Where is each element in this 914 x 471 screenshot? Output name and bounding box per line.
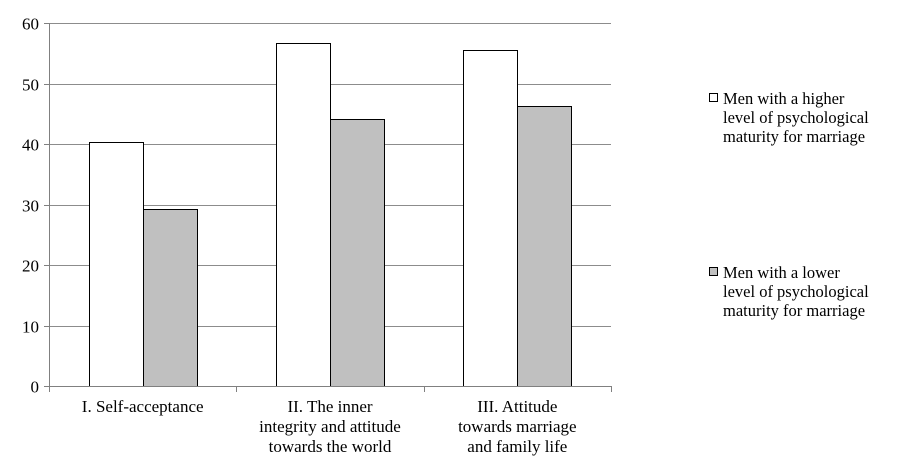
legend-item-lower: Men with a lower level of psychological … [707, 263, 869, 320]
y-tick-label-30: 30 [22, 197, 39, 216]
legend-label-lower-line-2: level of psychological [723, 282, 869, 301]
x-tick-label-1: I. Self-acceptance [82, 397, 204, 416]
bar-series2-cat2 [330, 119, 385, 387]
y-tick-label-10: 10 [22, 318, 39, 337]
bars [89, 43, 572, 387]
y-tick-label-20: 20 [22, 257, 39, 276]
bar-series1-cat1 [89, 142, 144, 387]
bar-series2-cat3 [517, 106, 572, 387]
y-tick-label-40: 40 [22, 136, 39, 155]
bar-series2-cat1 [143, 209, 198, 387]
x-tick-label-3: III. Attitude towards marriage and family … [458, 397, 576, 456]
axes [44, 23, 612, 392]
y-tick-label-50: 50 [22, 76, 39, 95]
legend-item-higher: Men with a higher level of psychological… [707, 89, 869, 146]
legend-label-lower-line-3: maturity for marriage [723, 301, 866, 320]
x-tick-labels: I. Self-acceptance II. The inner integrity… [82, 397, 577, 456]
legend-swatch-higher [709, 93, 718, 102]
x-tick-label-2: II. The inner integrity and attitude towar… [259, 397, 401, 456]
legend-label-higher-line-3: maturity for marriage [723, 127, 866, 146]
legend-label-lower-line-1: Men with a lower [723, 263, 840, 282]
legend-swatch-lower [709, 267, 718, 276]
y-tick-label-0: 0 [31, 378, 40, 397]
bar-series1-cat2 [276, 43, 331, 387]
legend-label-higher-line-1: Men with a higher [723, 89, 845, 108]
legend-label-higher-line-2: level of psychological [723, 108, 869, 127]
y-tick-labels: 0 10 20 30 40 50 60 [22, 15, 39, 397]
y-tick-label-60: 60 [22, 15, 39, 34]
bar-series1-cat3 [463, 50, 518, 387]
